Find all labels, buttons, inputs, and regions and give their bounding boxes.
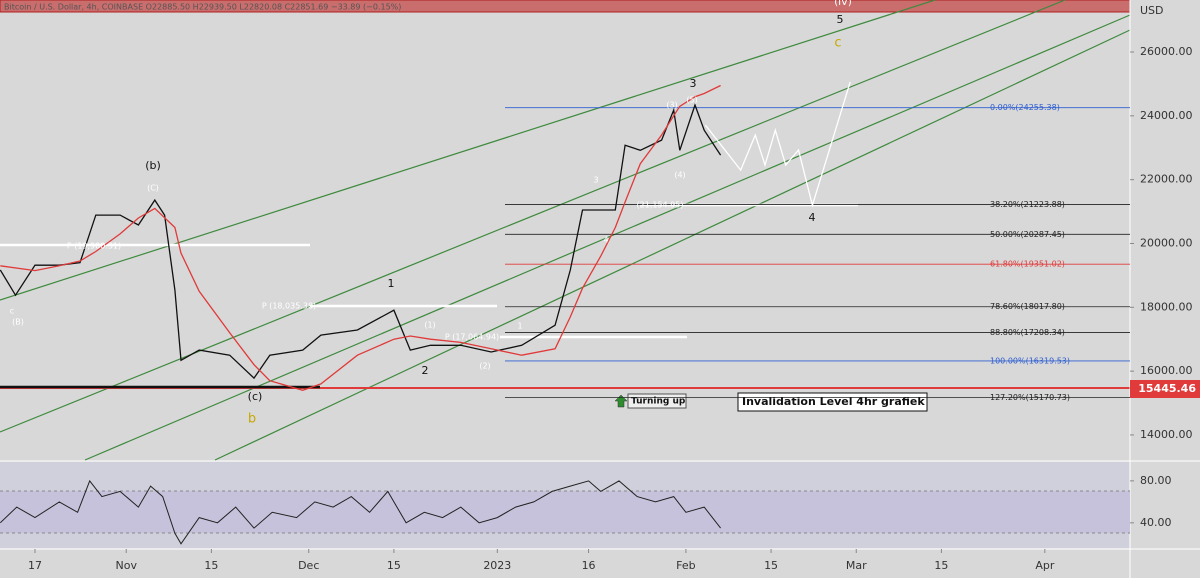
fib-label: 50.00%(20287.45) — [990, 230, 1065, 239]
annotation: (B) — [12, 318, 24, 327]
header: Bitcoin / U.S. Dollar, 4h, COINBASE O228… — [4, 3, 401, 12]
x-tick-label: 17 — [28, 559, 42, 572]
y-tick-label: 26000.00 — [1140, 45, 1193, 58]
arrow-icon — [614, 394, 628, 408]
fib-label: 100.00%(16319.53) — [990, 356, 1070, 365]
annotation: 5 — [837, 13, 844, 26]
annotation: (c) — [248, 390, 263, 403]
x-tick-label: Nov — [115, 559, 137, 572]
annotation: 3 — [593, 176, 598, 185]
y-tick-label: 80.00 — [1140, 474, 1172, 487]
annotation: (4) — [674, 171, 685, 180]
series-line — [0, 479, 721, 545]
y-tick-label: 20000.00 — [1140, 236, 1193, 249]
fib-label: 127.20%(15170.73) — [990, 393, 1070, 402]
x-tick-label: Feb — [676, 559, 695, 572]
annotation: (3) — [666, 101, 677, 110]
annotation: (2) — [479, 362, 490, 371]
annotation: 1 — [517, 322, 522, 331]
pivot-lines — [0, 203, 858, 339]
annotation: (b) — [145, 159, 161, 172]
channel-line — [0, 0, 1066, 433]
x-tick-label: 15 — [934, 559, 948, 572]
fib-label: 38.20%(21223.88) — [990, 200, 1065, 209]
y-tick-label: 22000.00 — [1140, 173, 1193, 186]
annotation: 1 — [388, 277, 395, 290]
x-tick-label: 15 — [764, 559, 778, 572]
annotation: c — [10, 307, 14, 316]
annotation: b — [248, 412, 256, 427]
x-tick-label: 15 — [204, 559, 218, 572]
price-tag — [1130, 380, 1200, 398]
annotation: P (17,064.94) — [445, 333, 499, 342]
currency: USD — [1140, 4, 1164, 17]
series-line — [0, 84, 721, 391]
annotation: P (18,035.38) — [262, 302, 316, 311]
annotation: (5) — [686, 96, 697, 105]
fib-label: 0.00%(24255.38) — [990, 103, 1060, 112]
y-tick-label: 40.00 — [1140, 516, 1172, 529]
y-tick-label: 24000.00 — [1140, 109, 1193, 122]
x-tick-label: Apr — [1035, 559, 1055, 572]
x-tick-label: Mar — [846, 559, 867, 572]
annotation: P (19,900.31) — [67, 242, 121, 251]
invalidation-note: Invalidation Level 4hr grafiek — [742, 395, 925, 408]
fib-label: 88.80%(17208.34) — [990, 328, 1065, 337]
price-label: 15445.46 — [1138, 382, 1196, 395]
series-line — [0, 103, 722, 380]
annotation: (1) — [424, 321, 435, 330]
rsi-band — [0, 491, 1130, 533]
annotation: 2 — [422, 364, 429, 377]
y-tick-label: 14000.00 — [1140, 428, 1193, 441]
fib-label: 78.60%(18017.80) — [990, 302, 1065, 311]
main-pane — [0, 0, 1130, 460]
annotation: 4 — [809, 211, 816, 224]
annotation: 4 — [603, 236, 608, 245]
fib-label: 61.80%(19351.02) — [990, 260, 1065, 269]
channel-line — [0, 0, 936, 301]
y-tick-label: 18000.00 — [1140, 300, 1193, 313]
x-tick-label: 15 — [387, 559, 401, 572]
annotation: (21,154.95) — [637, 201, 684, 210]
y-tick-label: 16000.00 — [1140, 364, 1193, 377]
annotation: 3 — [690, 77, 697, 90]
turning-note: Turning up — [631, 397, 686, 407]
annotation: (C) — [147, 184, 159, 193]
x-tick-label: 16 — [582, 559, 596, 572]
annotation: (IV) — [834, 0, 852, 8]
series-line — [704, 81, 851, 208]
annotation: c — [834, 36, 841, 51]
x-tick-label: Dec — [298, 559, 319, 572]
x-tick-label: 2023 — [483, 559, 511, 572]
